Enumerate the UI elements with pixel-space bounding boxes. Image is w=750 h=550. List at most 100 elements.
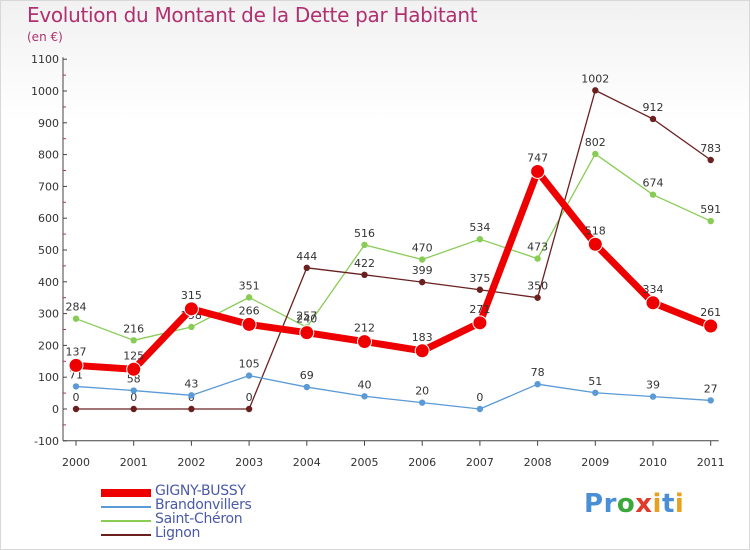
series-line-saint-ch-ron [75,153,711,341]
data-point-lignon [592,87,599,94]
y-tick-label: 700 [38,180,59,193]
data-label-brandonvillers: 27 [704,382,718,395]
data-label-saint-ch-ron: 284 [66,301,87,314]
data-point-lignon [245,405,253,413]
data-label-lignon: 783 [700,142,721,155]
data-point-gigny-bussy [530,163,546,179]
data-label-gigny-bussy: 261 [700,306,721,319]
y-tick-label: 400 [38,276,59,289]
data-label-saint-ch-ron: 802 [585,136,606,149]
data-label-gigny-bussy: 183 [412,331,433,344]
data-point-gigny-bussy [183,301,199,317]
data-label-lignon: 0 [130,391,137,404]
data-point-lignon [303,264,310,272]
x-tick-label: 2005 [351,456,379,469]
data-label-saint-ch-ron: 257 [296,309,317,322]
data-label-lignon: 422 [354,257,375,270]
data-point-lignon [649,115,657,123]
data-label-saint-ch-ron: 534 [469,221,490,234]
series-line-brandonvillers [75,374,711,410]
data-point-lignon [72,405,80,413]
data-point-saint-ch-ron [592,150,599,158]
data-label-gigny-bussy: 125 [123,349,144,362]
data-label-lignon: 912 [643,101,664,114]
proxiti-logo: Proxiti [584,489,684,519]
y-tick-label: 100 [38,371,59,384]
data-label-gigny-bussy: 334 [643,283,664,296]
data-label-brandonvillers: 69 [300,369,314,382]
legend-swatch [101,489,151,497]
logo-letter: o [616,489,636,519]
data-point-brandonvillers [592,389,599,396]
data-point-gigny-bussy [299,325,315,341]
data-point-saint-ch-ron [649,191,657,198]
data-point-gigny-bussy [414,343,430,359]
data-label-saint-ch-ron: 470 [412,242,433,255]
data-point-brandonvillers [188,392,195,399]
data-label-gigny-bussy: 240 [296,313,317,326]
logo-letter: P [584,489,604,519]
data-label-gigny-bussy: 518 [585,224,606,237]
logo-letter: x [635,489,653,519]
data-label-brandonvillers: 40 [358,378,372,391]
data-label-lignon: 350 [527,280,548,293]
data-label-lignon: 0 [73,391,80,404]
data-label-brandonvillers: 20 [415,385,429,398]
x-tick-label: 2007 [466,456,494,469]
data-label-gigny-bussy: 266 [239,304,260,317]
logo-letter: r [603,489,617,519]
data-point-brandonvillers [649,393,657,400]
data-point-saint-ch-ron [130,337,137,344]
data-point-gigny-bussy [126,361,142,377]
x-tick-label: 2000 [62,456,90,469]
data-point-brandonvillers [419,399,426,406]
data-label-lignon: 1002 [581,72,609,85]
data-label-lignon: 0 [246,391,253,404]
data-point-gigny-bussy [472,315,488,331]
y-tick-label: 1000 [31,85,59,98]
logo-letter: i [652,489,662,519]
data-point-lignon [188,405,195,413]
data-point-saint-ch-ron [245,294,253,301]
data-label-gigny-bussy: 137 [66,345,87,358]
data-point-brandonvillers [534,380,541,388]
data-label-saint-ch-ron: 516 [354,227,375,240]
x-tick-label: 2003 [235,456,263,469]
x-tick-label: 2001 [120,456,148,469]
data-label-brandonvillers: 39 [646,379,660,392]
y-tick-label: 800 [38,149,59,162]
data-point-brandonvillers [130,387,137,394]
series-line-gigny-bussy [75,167,713,373]
x-tick-label: 2009 [581,456,609,469]
data-point-gigny-bussy [241,316,257,332]
data-label-saint-ch-ron: 473 [527,241,548,254]
logo-letter: i [674,489,685,519]
data-label-gigny-bussy: 271 [469,303,490,316]
data-label-gigny-bussy: 747 [527,151,548,164]
x-tick-label: 2004 [293,456,321,469]
data-point-lignon [476,286,484,293]
y-tick-label: 500 [38,244,59,257]
data-label-saint-ch-ron: 674 [643,177,664,190]
data-point-saint-ch-ron [476,235,484,243]
data-label-saint-ch-ron: 591 [700,203,721,216]
data-point-gigny-bussy [587,236,603,252]
data-point-lignon [707,156,714,164]
data-point-saint-ch-ron [707,217,714,225]
logo-letter: t [661,489,675,519]
data-point-brandonvillers [72,383,80,390]
data-point-brandonvillers [245,372,253,379]
y-tick-label: 900 [38,117,59,130]
data-label-brandonvillers: 43 [184,377,198,390]
data-point-gigny-bussy [703,318,719,334]
data-label-lignon: 444 [296,250,317,263]
x-tick-label: 2011 [697,456,725,469]
x-tick-label: 2006 [408,456,436,469]
data-point-lignon [361,271,368,279]
data-point-gigny-bussy [357,334,372,350]
data-point-saint-ch-ron [361,241,368,249]
y-tick-label: 200 [38,339,59,352]
data-point-lignon [419,278,426,286]
data-label-saint-ch-ron: 216 [123,322,144,335]
